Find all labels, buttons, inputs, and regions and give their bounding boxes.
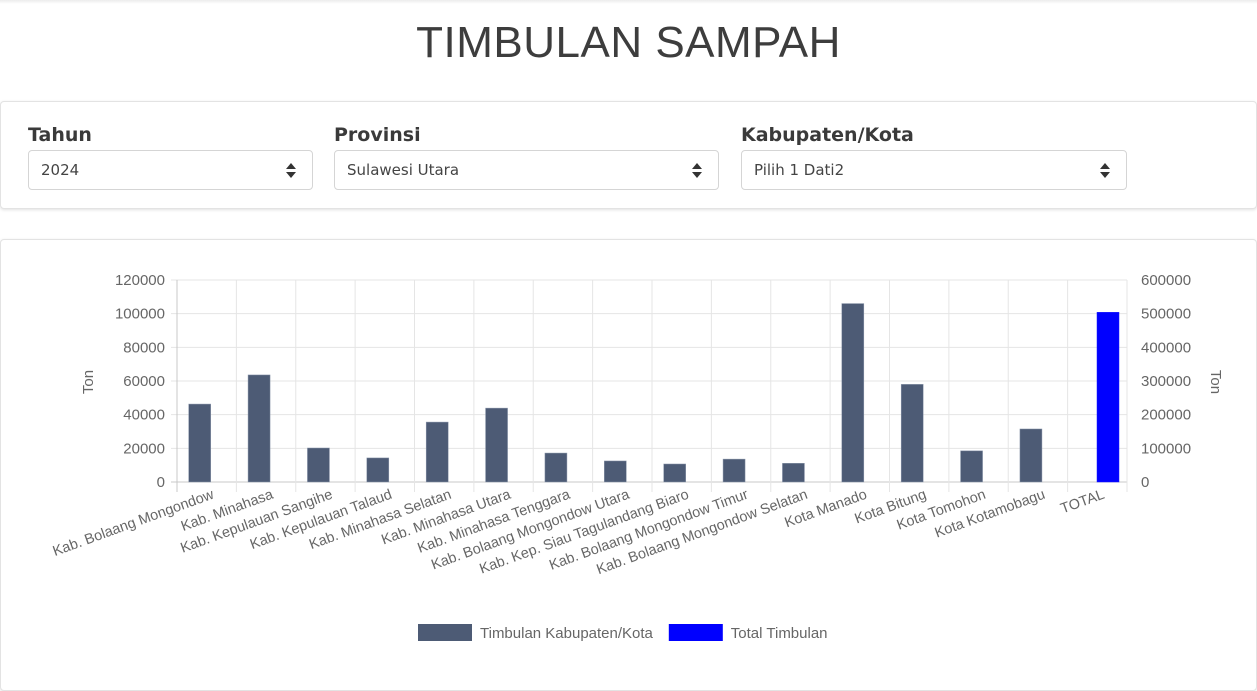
filter-tahun: Tahun 2024 bbox=[28, 122, 313, 190]
y-tick-label: 20000 bbox=[123, 440, 165, 457]
y-axis-right: 0 100000 200000 300000 400000 500000 600000 bbox=[1141, 272, 1191, 491]
bar[interactable] bbox=[544, 452, 568, 483]
y-axis-right-title: Ton bbox=[1207, 370, 1224, 394]
bar[interactable] bbox=[900, 384, 924, 483]
bar-chart: 0 20000 40000 60000 80000 100000 120000 0 10000… bbox=[51, 272, 1224, 642]
legend-label[interactable]: Timbulan Kabupaten/Kota bbox=[480, 625, 654, 642]
y-tick-label: 120000 bbox=[115, 272, 165, 289]
bar[interactable] bbox=[307, 447, 330, 483]
kabupaten-label: Kabupaten/Kota bbox=[741, 124, 914, 146]
provinsi-label: Provinsi bbox=[334, 124, 421, 146]
bar[interactable] bbox=[1096, 312, 1120, 483]
provinsi-value: Sulawesi Utara bbox=[347, 161, 460, 179]
legend-label[interactable]: Total Timbulan bbox=[731, 625, 828, 642]
y-tick-label: 40000 bbox=[123, 407, 165, 424]
y-axis-left: 0 20000 40000 60000 80000 100000 120000 bbox=[115, 272, 165, 491]
tahun-select[interactable]: 2024 bbox=[28, 150, 313, 190]
tahun-label: Tahun bbox=[28, 124, 92, 146]
y2-tick-label: 0 bbox=[1141, 474, 1149, 491]
y2-tick-label: 600000 bbox=[1141, 272, 1191, 289]
bar[interactable] bbox=[782, 463, 805, 483]
y-tick-label: 0 bbox=[157, 474, 165, 491]
y2-tick-label: 400000 bbox=[1141, 339, 1191, 356]
select-arrows-icon bbox=[1100, 163, 1110, 179]
page-title: TIMBULAN SAMPAH bbox=[416, 18, 841, 67]
legend-swatch[interactable] bbox=[668, 624, 723, 641]
bar[interactable] bbox=[722, 458, 746, 483]
bar[interactable] bbox=[841, 303, 865, 483]
y-tick-label: 80000 bbox=[123, 339, 165, 356]
kabupaten-select[interactable]: Pilih 1 Dati2 bbox=[741, 150, 1127, 190]
y2-tick-label: 200000 bbox=[1141, 407, 1191, 424]
chart-panel: 0 20000 40000 60000 80000 100000 120000 0 10000… bbox=[0, 239, 1257, 691]
bar[interactable] bbox=[1019, 428, 1043, 483]
filter-provinsi: Provinsi Sulawesi Utara bbox=[334, 122, 719, 190]
y2-tick-label: 100000 bbox=[1141, 440, 1191, 457]
bar[interactable] bbox=[960, 450, 983, 483]
filter-kabupaten: Kabupaten/Kota Pilih 1 Dati2 bbox=[741, 122, 1127, 190]
legend-swatch[interactable] bbox=[418, 624, 472, 641]
y2-tick-label: 300000 bbox=[1141, 373, 1191, 390]
bar[interactable] bbox=[425, 421, 449, 483]
chart-grid bbox=[171, 279, 1128, 492]
bar[interactable] bbox=[188, 403, 211, 483]
bar[interactable] bbox=[366, 457, 390, 483]
chart-legend: Timbulan Kabupaten/Kota Total Timbulan bbox=[418, 624, 828, 642]
bar[interactable] bbox=[663, 463, 686, 483]
tahun-value: 2024 bbox=[41, 161, 80, 179]
provinsi-select[interactable]: Sulawesi Utara bbox=[334, 150, 719, 190]
y-tick-label: 100000 bbox=[115, 306, 165, 323]
bar[interactable] bbox=[604, 460, 627, 483]
filter-panel: Tahun 2024 Provinsi Sulawesi Utara Kabup… bbox=[0, 101, 1257, 209]
select-arrows-icon bbox=[286, 163, 296, 179]
kabupaten-value: Pilih 1 Dati2 bbox=[754, 161, 845, 179]
y2-tick-label: 500000 bbox=[1141, 306, 1191, 323]
x-tick-label: TOTAL bbox=[1059, 487, 1107, 518]
bar[interactable] bbox=[485, 407, 508, 483]
top-shadow bbox=[0, 0, 1257, 4]
chart-bars bbox=[188, 303, 1120, 483]
bar[interactable] bbox=[247, 374, 271, 483]
y-tick-label: 60000 bbox=[123, 373, 165, 390]
y-axis-left-title: Ton bbox=[80, 370, 97, 394]
select-arrows-icon bbox=[692, 163, 702, 179]
